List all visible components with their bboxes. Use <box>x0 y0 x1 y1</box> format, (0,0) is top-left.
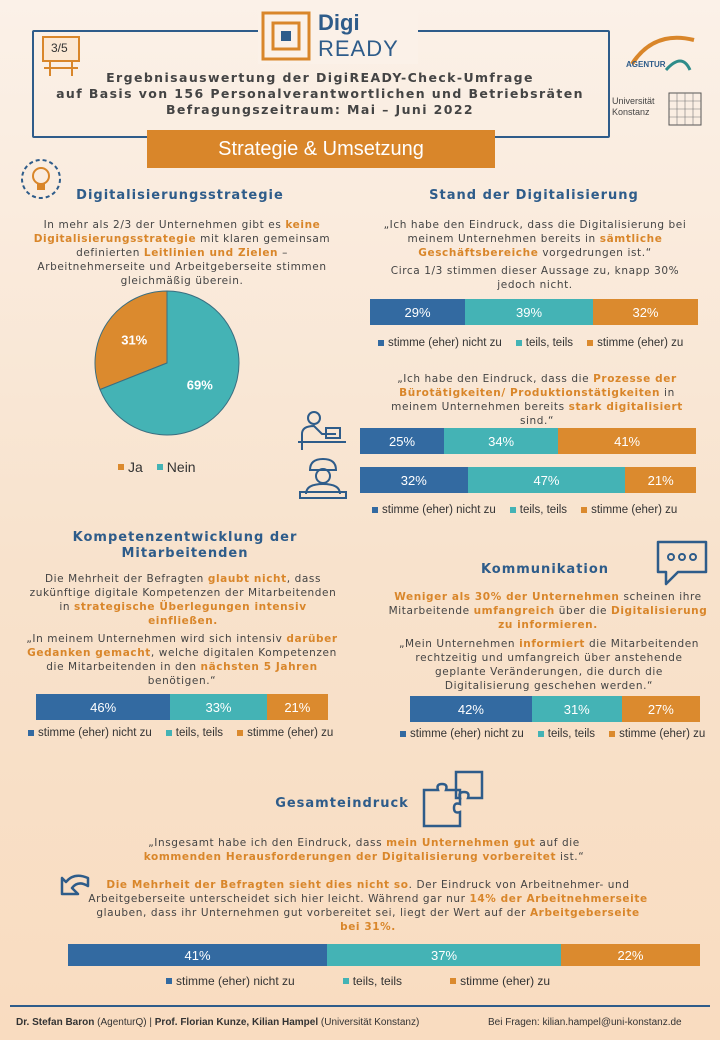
uni-label-2: Konstanz <box>612 107 650 117</box>
stand-quote-2: „Ich habe den Eindruck, dass die Prozess… <box>391 373 683 427</box>
bar-segment-disagree: 32% <box>360 467 468 493</box>
header-title: Ergebnisauswertung der DigiREADY-Check-U… <box>40 70 600 118</box>
kompetenz-quote: „In meinem Unternehmen wird sich intensi… <box>26 633 338 687</box>
kompetenz-text: Die Mehrheit der Befragten glaubt nicht,… <box>29 573 337 627</box>
strategy-title: Digitalisierungsstrategie <box>76 188 284 203</box>
curved-arrow-icon <box>60 874 90 896</box>
gesamt-quote: „Insgesamt habe ich den Eindruck, dass m… <box>143 837 585 863</box>
kompetenz-bar: 46% 33% 21% <box>36 694 328 720</box>
bar-segment-neutral: 39% <box>465 299 594 325</box>
gesamt-bar: 41% 37% 22% <box>68 944 700 966</box>
title-line-3: Befragungszeitraum: Mai – Juni 2022 <box>165 102 475 117</box>
bar-segment-disagree: 42% <box>410 696 532 722</box>
stand-bar-2: 25% 34% 41% <box>360 428 696 454</box>
bar-segment-neutral: 47% <box>467 467 626 493</box>
pie-label-nein: 69% <box>187 377 213 392</box>
bar-segment-disagree: 25% <box>360 428 444 454</box>
stand-legend-1: stimme (eher) nicht zu teils, teils stim… <box>378 337 683 349</box>
bar-segment-agree: 32% <box>593 299 698 325</box>
logo-ready: READY <box>318 36 399 61</box>
bar-segment-neutral: 31% <box>531 696 622 722</box>
legend-ja: Ja <box>118 459 143 475</box>
kommunikation-text: Weniger als 30% der Unternehmen scheinen… <box>388 591 708 631</box>
factory-worker-icon <box>299 457 347 499</box>
bar-segment-disagree: 46% <box>36 694 171 720</box>
kompetenz-legend: stimme (eher) nicht zu teils, teils stim… <box>28 727 333 739</box>
bar-segment-disagree: 41% <box>68 944 328 966</box>
strategy-text: In mehr als 2/3 der Unternehmen gibt es … <box>33 219 331 287</box>
digiready-logo-mark <box>261 11 311 61</box>
kompetenz-title: Kompetenzentwicklung der Mitarbeitenden <box>72 530 298 561</box>
bar-segment-agree: 22% <box>560 944 700 966</box>
uni-konstanz-logo: Universität Konstanz <box>612 92 708 130</box>
lightbulb-gear-icon <box>21 159 61 199</box>
kommunikation-title: Kommunikation <box>480 562 610 577</box>
pie-label-ja: 31% <box>121 333 147 348</box>
bar-segment-disagree: 29% <box>370 299 466 325</box>
bar-segment-agree: 41% <box>558 428 696 454</box>
footer-divider <box>10 1005 710 1007</box>
bar-segment-neutral: 33% <box>170 694 267 720</box>
agentur-label: AGENTUR <box>626 60 666 69</box>
chat-bubble-icon <box>656 540 708 586</box>
agentur-swoosh-icon <box>630 35 695 72</box>
strategy-pie-chart: 31% 69% <box>94 290 240 436</box>
title-line-1: Ergebnisauswertung der DigiREADY-Check-U… <box>106 70 534 85</box>
bar-segment-agree: 27% <box>621 696 700 722</box>
pie-legend: Ja Nein <box>118 459 196 475</box>
bar-segment-neutral: 34% <box>444 428 559 454</box>
legend-nein: Nein <box>156 459 196 475</box>
kommunikation-bar: 42% 31% 27% <box>410 696 700 722</box>
stand-bar-3: 32% 47% 21% <box>360 467 696 493</box>
page-number: 3/5 <box>51 41 68 55</box>
logo-digi: Digi <box>318 10 360 35</box>
stand-quote-1: „Ich habe den Eindruck, dass die Digital… <box>383 219 687 259</box>
stand-title: Stand der Digitalisierung <box>429 188 639 203</box>
bar-segment-agree: 21% <box>266 694 328 720</box>
footer-contact: Bei Fragen: kilian.hampel@uni-konstanz.d… <box>488 1017 682 1028</box>
bar-segment-neutral: 37% <box>327 944 561 966</box>
gesamt-text: Die Mehrheit der Befragten sieht dies ni… <box>88 879 648 933</box>
stand-note: Circa 1/3 stimmen dieser Aussage zu, kna… <box>390 265 680 291</box>
uni-label-1: Universität <box>612 96 655 106</box>
stand-legend-2: stimme (eher) nicht zu teils, teils stim… <box>372 504 677 516</box>
uni-grid-icon <box>668 92 702 126</box>
pie-slice-ja <box>94 290 168 391</box>
puzzle-icon <box>422 770 484 828</box>
digiready-logo: Digi READY <box>258 8 418 64</box>
kommunikation-quote: „Mein Unternehmen informiert die Mitarbe… <box>398 638 700 692</box>
agentur-logo: AGENTUR <box>624 30 700 80</box>
kommunikation-legend: stimme (eher) nicht zu teils, teils stim… <box>400 728 705 740</box>
pie-slice-nein <box>99 290 240 436</box>
billboard-icon <box>42 36 80 76</box>
page-badge: 3/5 <box>42 36 82 76</box>
gesamt-title: Gesamteindruck <box>275 796 409 811</box>
office-worker-icon <box>298 411 346 450</box>
gesamt-legend: stimme (eher) nicht zu teils, teils stim… <box>166 974 550 988</box>
footer-authors: Dr. Stefan Baron (AgenturQ) | Prof. Flor… <box>16 1017 420 1028</box>
section-banner: Strategie & Umsetzung <box>147 130 495 168</box>
bar-segment-agree: 21% <box>625 467 696 493</box>
stand-bar-1: 29% 39% 32% <box>370 299 698 325</box>
title-line-2: auf Basis von 156 Personalverantwortlich… <box>56 86 584 101</box>
